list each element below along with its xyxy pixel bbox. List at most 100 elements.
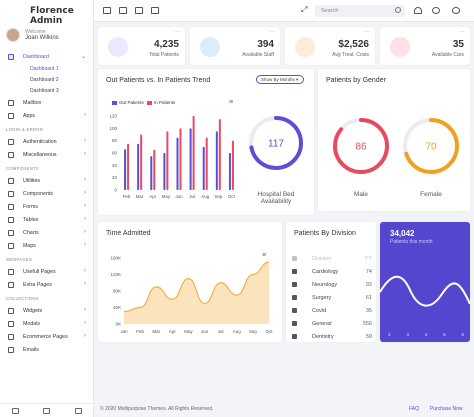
sidebar-item-miscellaneous[interactable]: Miscellaneous › [0, 148, 94, 161]
division-row[interactable]: Cardiology 74 [292, 265, 372, 278]
stat-card-available-cars[interactable]: ··· 35 Available Cars [380, 27, 470, 65]
utilities-icon [8, 177, 14, 184]
division-value: 556 [362, 320, 372, 327]
months-select[interactable]: Show By Months ▾ [256, 75, 304, 84]
chevron-right-icon: › [84, 281, 86, 287]
division-name: Covid [312, 307, 327, 314]
bar-in [192, 116, 195, 190]
bar-out [202, 146, 205, 190]
mail-icon[interactable] [43, 407, 51, 414]
x-tick-label: Feb [123, 194, 131, 199]
bed-value: 117 [268, 139, 284, 150]
sidebar-item-apps[interactable]: Apps › [0, 109, 94, 122]
division-row[interactable]: Division PT [292, 252, 372, 265]
sidebar-item-label: Widgets [23, 307, 43, 314]
gender-card: Patients by Gender 86 70 Male Female [318, 69, 470, 211]
topbar: ⤢ Search [94, 0, 474, 22]
division-row[interactable]: Neurology 92 [292, 278, 372, 291]
division-name: Surgery [312, 294, 332, 301]
sidebar-item-dashboard[interactable]: Dashboard ⌄ [0, 50, 94, 63]
map-icon [8, 242, 14, 249]
menu-icon[interactable]: ≡ [262, 252, 267, 259]
bed-ring-chart: 117 [249, 116, 303, 170]
forms-icon [8, 203, 14, 210]
section-components: COMPONENTS [6, 166, 40, 171]
division-value: 35 [365, 307, 372, 314]
search-placeholder: Search [321, 8, 339, 14]
stat-label: Avg Treat. Costs [332, 52, 369, 58]
sidebar-item-forms[interactable]: Forms › [0, 200, 94, 213]
sidebar-item-utilities[interactable]: Utilities › [0, 174, 94, 187]
calendar-icon[interactable] [151, 7, 159, 14]
faq-link[interactable]: FAQ [409, 406, 420, 412]
y-tick-label: 60 [112, 151, 118, 156]
sidebar-item-label: Dashboard [23, 53, 49, 60]
sidebar-item-maps[interactable]: Maps › [0, 239, 94, 252]
sidebar-item-label: Maps [23, 242, 36, 249]
bar-out [189, 128, 192, 190]
division-icon [292, 334, 297, 339]
time-admitted-card: Time Admitted ≡ 0K 40K 80K 120K 160K Jan Feb Ma… [98, 222, 282, 342]
sidebar-item-charts[interactable]: Charts › [0, 226, 94, 239]
more-icon[interactable]: ··· [364, 29, 370, 35]
stat-card-total-patients[interactable]: ··· 4,235 Total Patients [98, 27, 185, 65]
sidebar-nav: Dashboard ⌄ Dashboard 1 Dashboard 2 Dashb… [0, 50, 94, 356]
bar-in [166, 131, 169, 190]
more-icon[interactable]: ··· [174, 29, 180, 35]
widgets-icon [8, 307, 14, 314]
monthly-axis: 2 3 4 5 6 [388, 332, 464, 337]
checklist-icon[interactable] [135, 7, 143, 14]
avatar[interactable] [6, 28, 20, 42]
sidebar-item-modals[interactable]: Modals › [0, 317, 94, 330]
bell-icon[interactable] [414, 7, 422, 14]
settings-icon[interactable] [12, 407, 20, 414]
ring-progress [333, 118, 389, 174]
lock-icon [8, 138, 14, 145]
lock-icon[interactable] [74, 407, 82, 414]
sidebar-item-emails[interactable]: Emails [0, 343, 94, 356]
division-value: PT [364, 255, 372, 262]
division-row[interactable]: Surgery 61 [292, 291, 372, 304]
sidebar-subitem-dashboard-3[interactable]: Dashboard 3 [30, 87, 59, 94]
chart-icon [8, 229, 14, 236]
mail-icon[interactable] [119, 7, 127, 14]
fullscreen-icon[interactable]: ⤢ [301, 5, 308, 14]
more-icon[interactable]: ··· [459, 29, 465, 35]
user-icon[interactable] [432, 7, 440, 14]
search-icon[interactable] [395, 7, 401, 13]
division-row[interactable]: Dentistry 59 [292, 330, 372, 342]
y-tick-label: 40 [112, 163, 118, 168]
money-icon [295, 37, 315, 57]
cart-icon [8, 333, 14, 340]
sidebar-item-usefull-pages[interactable]: Usefull Pages › [0, 265, 94, 278]
sidebar-subitem-dashboard-1[interactable]: Dashboard 1 [30, 65, 59, 72]
sidebar-item-authentication[interactable]: Authentication › [0, 135, 94, 148]
chevron-right-icon: › [84, 190, 86, 196]
extra-pages-icon [8, 281, 14, 288]
stat-card-available-staff[interactable]: ··· 394 Available Staff [190, 27, 280, 65]
sidebar-item-mailbox[interactable]: Mailbox [0, 96, 94, 109]
division-row[interactable]: General 556 [292, 317, 372, 330]
search-input[interactable]: Search [315, 5, 405, 17]
bed-label: Hospital Bed Availability [257, 191, 295, 205]
division-row[interactable]: Covid 35 [292, 304, 372, 317]
sidebar-item-tables[interactable]: Tables › [0, 213, 94, 226]
more-icon[interactable]: ··· [269, 29, 275, 35]
menu-icon[interactable]: ≡ [229, 99, 234, 106]
sidebar-item-extra-pages[interactable]: Extra Pages › [0, 278, 94, 291]
sidebar-item-components[interactable]: Components › [0, 187, 94, 200]
gear-icon[interactable] [452, 7, 460, 14]
footer: © 2020 Multipurpose Themes. All Rights R… [94, 401, 474, 417]
user-profile[interactable]: Welcome Joan Wilkins [6, 28, 59, 42]
purchase-link[interactable]: Purchase Now [430, 406, 463, 412]
stat-label: Available Cars [431, 52, 464, 58]
sidebar-item-ecommerce[interactable]: Ecommerce Pages › [0, 330, 94, 343]
sidebar-item-widgets[interactable]: Widgets › [0, 304, 94, 317]
male-value: 86 [355, 142, 367, 153]
stat-card-avg-treat-costs[interactable]: ··· $2,526 Avg Treat. Costs [285, 27, 375, 65]
sidebar-item-label: Apps [23, 112, 36, 119]
monitor-icon[interactable] [103, 7, 111, 14]
bar-in [231, 140, 234, 190]
sidebar-subitem-dashboard-2[interactable]: Dashboard 2 [30, 76, 59, 83]
y-tick-label: 120K [110, 272, 121, 277]
